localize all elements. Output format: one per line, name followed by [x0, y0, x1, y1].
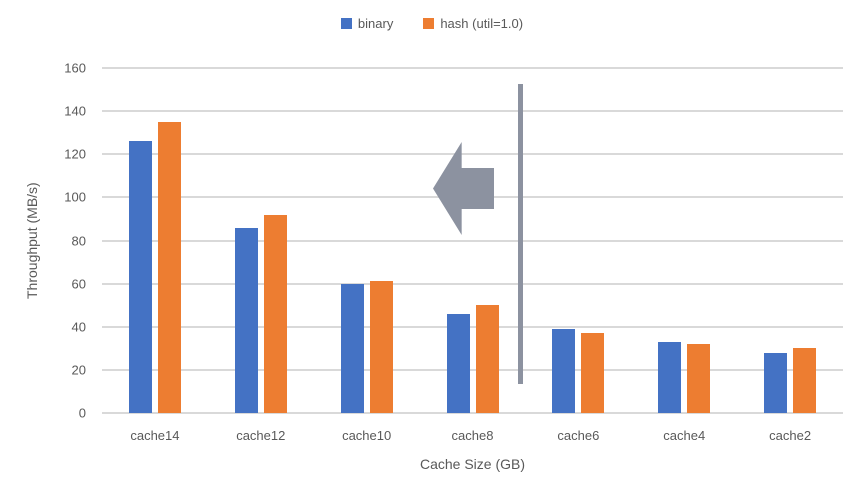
- gridline: [102, 368, 843, 371]
- x-axis-line: [102, 412, 843, 414]
- bar-binary: [234, 227, 258, 413]
- y-tick-label: 100: [64, 189, 86, 205]
- y-axis-labels: 0 20 40 60 80 100 120 140 160: [40, 62, 86, 420]
- bar-group: [631, 68, 737, 413]
- y-tick-label: 120: [64, 146, 86, 162]
- gridline: [102, 67, 843, 69]
- y-tick-label: 0: [78, 405, 86, 421]
- bar-binary: [764, 352, 788, 413]
- bar-binary: [340, 283, 364, 413]
- bars-layer: [102, 68, 843, 413]
- bar-binary: [446, 313, 470, 413]
- bar-group: [102, 68, 208, 413]
- x-tick-label: cache6: [557, 428, 600, 443]
- bar-group: [314, 68, 420, 413]
- bar-hash-util-1-0-: [369, 281, 393, 413]
- legend-swatch: [340, 18, 352, 29]
- bar-group: [420, 68, 526, 413]
- gridline: [102, 153, 843, 156]
- y-tick-label: 80: [71, 233, 86, 248]
- x-axis-labels: cache14 cache12 cache10 cache8 cache6 cache4 c…: [102, 428, 843, 443]
- chart-legend: binary hash (util=1.0): [0, 16, 864, 31]
- legend-label: hash (util=1.0): [440, 16, 524, 31]
- x-tick-label: cache8: [451, 428, 494, 443]
- legend-swatch: [423, 18, 435, 29]
- bar-binary: [658, 341, 682, 413]
- legend-item: hash (util=1.0): [423, 16, 523, 31]
- gridline: [102, 239, 843, 242]
- x-tick-label: cache2: [769, 428, 812, 443]
- bar-hash-util-1-0-: [475, 305, 499, 413]
- legend-item: binary: [340, 16, 394, 31]
- y-tick-label: 20: [71, 362, 86, 378]
- x-axis-title: Cache Size (GB): [419, 456, 526, 472]
- bar-group: [737, 68, 843, 413]
- y-tick-label: 140: [64, 103, 86, 119]
- gridline: [102, 325, 843, 328]
- bar-hash-util-1-0-: [793, 348, 817, 413]
- bar-hash-util-1-0-: [687, 344, 711, 413]
- annotation-vertical-line: [518, 84, 523, 384]
- legend-label: binary: [357, 16, 394, 31]
- bar-hash-util-1-0-: [581, 333, 605, 413]
- bar-group: [525, 68, 631, 413]
- bar-binary: [552, 328, 576, 413]
- gridline: [102, 282, 843, 285]
- y-tick-label: 160: [64, 60, 86, 76]
- bar-binary: [128, 141, 152, 413]
- x-tick-label: cache10: [342, 428, 392, 443]
- x-tick-label: cache12: [236, 428, 286, 443]
- x-tick-label: cache14: [130, 428, 180, 443]
- gridline: [102, 110, 843, 113]
- y-axis-title: Throughput (MB/s): [24, 182, 40, 299]
- x-tick-label: cache4: [663, 428, 706, 443]
- plot-area: [102, 67, 843, 414]
- bar-group: [208, 68, 314, 413]
- y-tick-label: 40: [71, 319, 86, 335]
- bar-hash-util-1-0-: [263, 214, 287, 413]
- bar-hash-util-1-0-: [157, 121, 181, 413]
- y-tick-label: 60: [71, 276, 86, 292]
